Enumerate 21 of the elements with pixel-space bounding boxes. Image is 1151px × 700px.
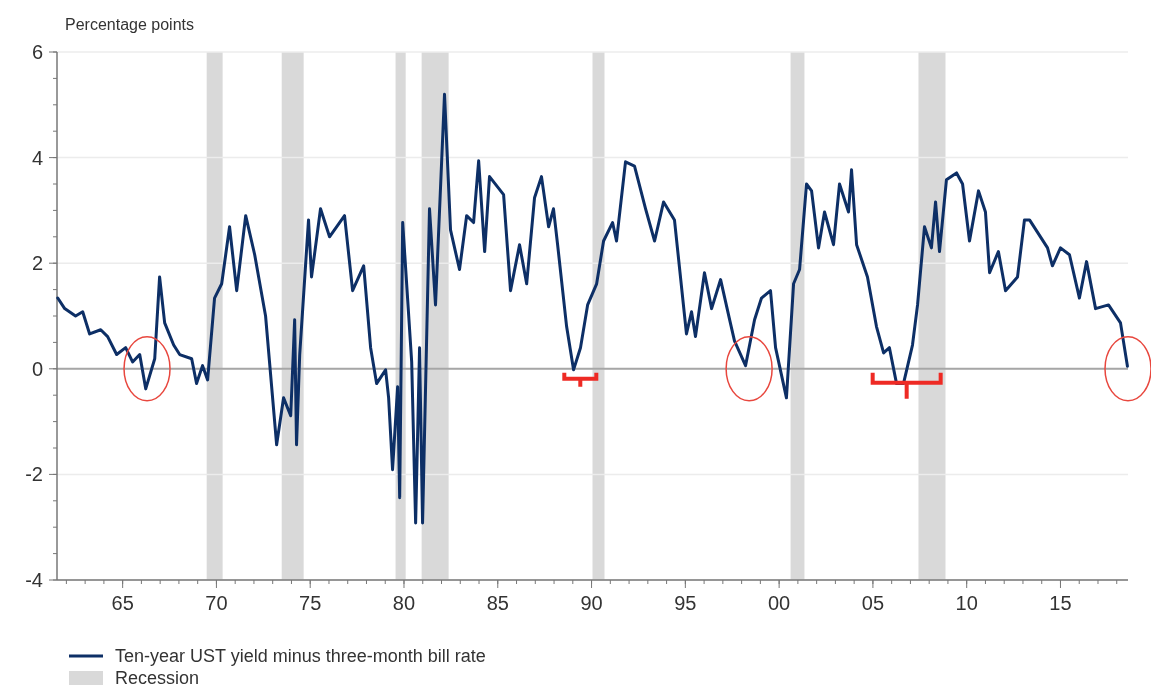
x-tick-label: 95: [674, 592, 697, 614]
x-tick-label: 80: [392, 592, 416, 614]
x-tick-label: 65: [111, 592, 134, 614]
y-tick-label: 6: [31, 41, 43, 63]
line-series: [56, 92, 1129, 525]
y-tick-label: 4: [31, 146, 43, 169]
x-tick-label: 15: [1049, 592, 1072, 614]
x-tick-label: 00: [768, 592, 791, 614]
x-tick-label: 10: [955, 592, 978, 614]
y-tick-label: -4: [25, 569, 43, 591]
legend-label: Ten-year UST yield minus three-month bill rate: [115, 646, 486, 667]
y-tick-label: -2: [25, 463, 43, 486]
y-tick-label: 2: [31, 252, 43, 275]
x-tick-label: 85: [486, 592, 509, 614]
legend-label: Recession: [115, 668, 200, 689]
y-tick-label: 0: [31, 357, 43, 380]
x-tick-label: 70: [205, 592, 228, 614]
x-tick-label: 05: [861, 592, 885, 614]
x-tick-label: 75: [299, 592, 322, 614]
y-axis-title: Percentage points: [65, 16, 194, 33]
x-tick-label: 90: [580, 592, 603, 614]
